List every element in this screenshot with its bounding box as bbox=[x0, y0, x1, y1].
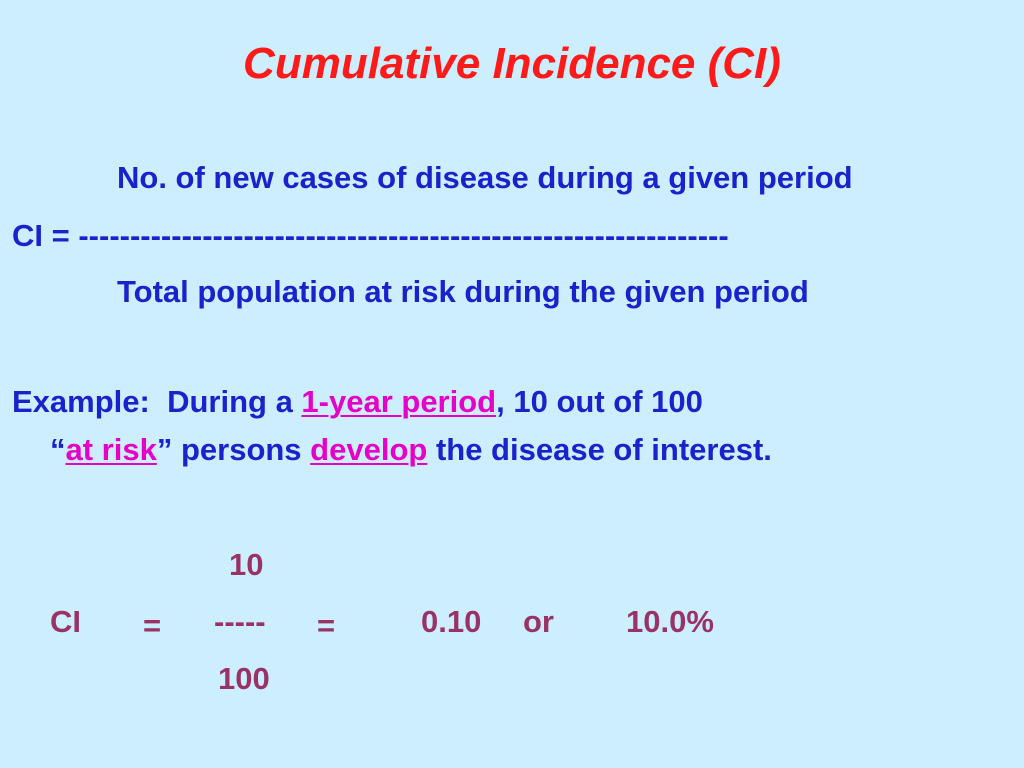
emphasis-at-risk: at risk bbox=[65, 432, 157, 467]
slide-title: Cumulative Incidence (CI) bbox=[243, 39, 781, 88]
example-label: Example: bbox=[12, 384, 150, 419]
calc-numerator: 10 bbox=[229, 547, 264, 582]
calc-or: or bbox=[523, 604, 554, 639]
calc-denominator: 100 bbox=[218, 661, 270, 696]
emphasis-develop: develop bbox=[310, 432, 428, 467]
close-quote: ” bbox=[156, 432, 173, 467]
example-text: During a bbox=[167, 384, 302, 419]
calc-decimal: 0.10 bbox=[421, 604, 482, 639]
calc-ci: CI bbox=[50, 604, 81, 639]
formula-lhs: CI = bbox=[12, 218, 79, 253]
example-text: the disease of interest. bbox=[427, 432, 772, 467]
calc-fraction-bar: ----- bbox=[214, 604, 266, 639]
calc-equals-1: = bbox=[143, 608, 162, 643]
calc-percent: 10.0% bbox=[626, 604, 714, 639]
formula-fraction-bar: ----------------------------------------… bbox=[78, 218, 729, 253]
emphasis-1-year-period: 1-year period bbox=[301, 384, 497, 419]
example-line-1: Example: During a 1-year period, 10 out … bbox=[12, 382, 703, 422]
example-text: persons bbox=[172, 432, 311, 467]
open-quote: “ bbox=[50, 432, 66, 467]
formula-denominator: Total population at risk during the give… bbox=[117, 274, 809, 309]
calc-equals-2: = bbox=[317, 608, 336, 643]
example-line-2: “at risk” persons develop the disease of… bbox=[50, 430, 772, 470]
example-text: , 10 out of 100 bbox=[496, 384, 703, 419]
formula-line: CI = -----------------------------------… bbox=[12, 216, 729, 256]
formula-numerator: No. of new cases of disease during a giv… bbox=[117, 160, 853, 195]
